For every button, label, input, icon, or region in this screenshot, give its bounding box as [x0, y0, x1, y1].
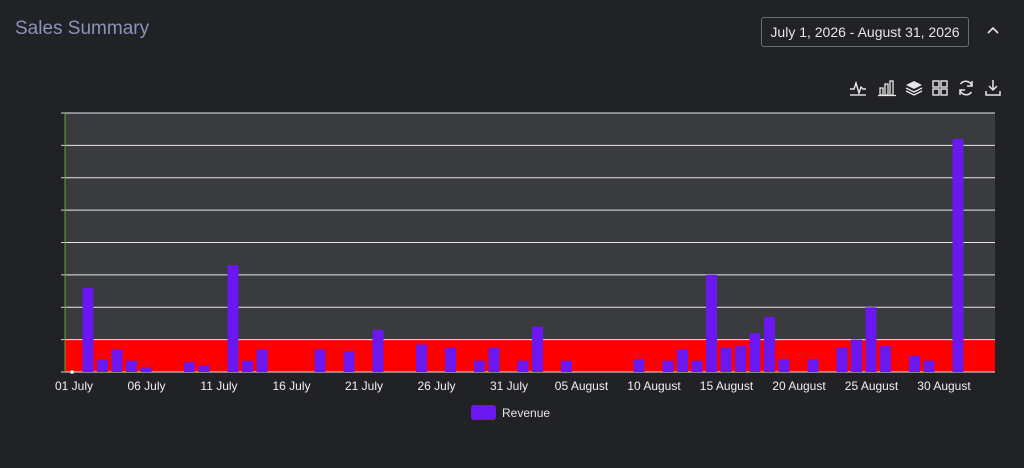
axis-origin-dot	[70, 370, 74, 374]
bar-chart-icon[interactable]	[877, 78, 897, 98]
x-tick-label: 10 August	[627, 379, 681, 393]
bar[interactable]	[633, 359, 645, 372]
legend-swatch	[471, 405, 496, 420]
threshold-band	[65, 339, 995, 372]
bar[interactable]	[184, 362, 195, 372]
bar[interactable]	[909, 355, 920, 372]
bar[interactable]	[97, 359, 108, 372]
x-tick-label: 15 August	[700, 379, 754, 393]
x-tick-label: 30 August	[917, 379, 971, 393]
x-axis-ticks: 01 July 06 July 11 July 16 July 21 July 26 Ju…	[55, 379, 971, 393]
bar[interactable]	[242, 360, 253, 372]
download-icon[interactable]	[983, 78, 1003, 98]
bar[interactable]	[488, 347, 500, 372]
bar[interactable]	[735, 346, 746, 372]
bar[interactable]	[923, 360, 935, 372]
bar[interactable]	[416, 344, 427, 372]
bar[interactable]	[314, 349, 326, 372]
plot-area	[65, 113, 995, 372]
bar[interactable]	[256, 349, 268, 372]
bar[interactable]	[198, 365, 210, 372]
bar[interactable]	[372, 329, 384, 372]
bar[interactable]	[561, 360, 572, 372]
bar[interactable]	[865, 307, 877, 372]
bar[interactable]	[706, 274, 717, 372]
x-tick-label: 06 July	[127, 379, 165, 393]
legend: Revenue	[471, 405, 550, 420]
bar[interactable]	[111, 349, 123, 372]
x-tick-label: 31 July	[490, 379, 528, 393]
gridlines	[61, 112, 995, 373]
x-tick-label: 20 August	[772, 379, 826, 393]
bar[interactable]	[343, 350, 355, 372]
bar[interactable]	[517, 360, 529, 372]
bar[interactable]	[140, 367, 152, 372]
bar[interactable]	[952, 138, 964, 372]
bar[interactable]	[880, 346, 891, 372]
bar[interactable]	[764, 316, 775, 372]
bar[interactable]	[836, 347, 848, 372]
line-chart-icon[interactable]	[848, 78, 868, 98]
x-tick-label: 25 August	[845, 379, 899, 393]
bar[interactable]	[227, 265, 239, 372]
bar[interactable]	[720, 347, 732, 372]
bar[interactable]	[662, 360, 674, 372]
bar[interactable]	[691, 360, 703, 372]
legend-label: Revenue	[502, 406, 550, 420]
grid-icon[interactable]	[930, 78, 950, 98]
x-tick-label: 26 July	[417, 379, 455, 393]
x-tick-label: 01 July	[55, 379, 93, 393]
chevron-up-icon[interactable]	[984, 22, 1002, 40]
x-tick-label: 21 July	[345, 379, 383, 393]
bar[interactable]	[749, 333, 761, 372]
date-range-picker[interactable]: July 1, 2026 - August 31, 2026	[761, 17, 969, 47]
bar[interactable]	[82, 287, 94, 372]
x-tick-label: 11 July	[200, 379, 237, 393]
refresh-icon[interactable]	[956, 78, 976, 98]
x-tick-label: 05 August	[555, 379, 609, 393]
bar[interactable]	[677, 349, 688, 372]
page-title: Sales Summary	[15, 18, 150, 39]
bar[interactable]	[445, 347, 456, 372]
bar[interactable]	[474, 360, 485, 372]
bar[interactable]	[851, 339, 862, 372]
bar[interactable]	[532, 326, 543, 372]
bar-series	[82, 138, 964, 372]
x-tick-label: 16 July	[272, 379, 310, 393]
bar[interactable]	[126, 360, 137, 372]
stack-icon[interactable]	[904, 78, 924, 98]
bar[interactable]	[807, 359, 819, 372]
bar[interactable]	[778, 359, 790, 372]
